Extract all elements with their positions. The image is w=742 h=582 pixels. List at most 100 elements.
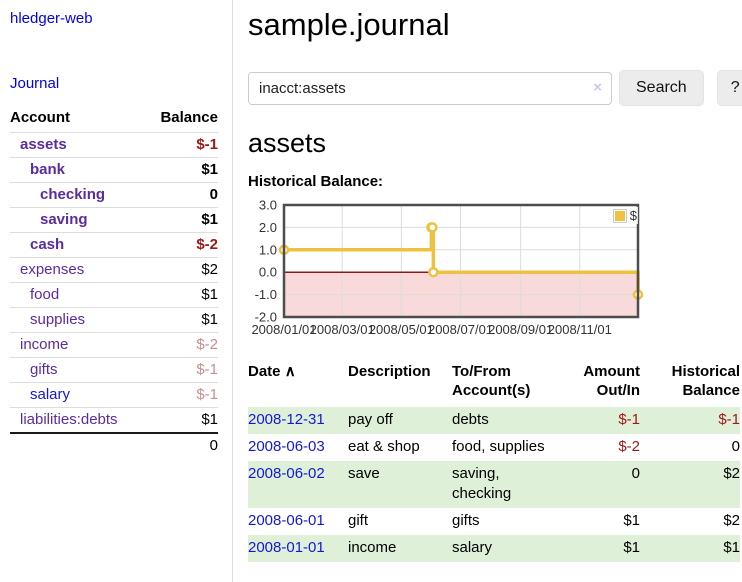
amount-column-header: Amount Out/In [583, 363, 640, 399]
transaction-amount: 0 [631, 465, 640, 482]
transaction-date-link[interactable]: 2008-12-31 [248, 411, 325, 428]
svg-text:3.0: 3.0 [259, 199, 277, 213]
transaction-amount: $1 [623, 512, 640, 529]
account-row: assets $-1 [10, 132, 218, 158]
account-row: saving $1 [10, 207, 218, 233]
accounts-header-row: Account Balance [10, 106, 218, 133]
account-balance: $1 [145, 282, 218, 308]
account-balance: $1 [145, 157, 218, 183]
account-balance: $-2 [145, 232, 218, 258]
chart-legend: $ [611, 207, 638, 224]
account-row: expenses $2 [10, 257, 218, 283]
search-input[interactable] [248, 71, 612, 105]
account-row: gifts $-1 [10, 357, 218, 383]
register-row: 2008-06-03 eat & shop food, supplies $-2 0 [248, 434, 740, 461]
transaction-amount: $-2 [618, 438, 640, 455]
account-link[interactable]: checking [40, 186, 106, 203]
svg-text:2008/03/01: 2008/03/01 [310, 322, 375, 337]
svg-text:2008/07/01: 2008/07/01 [428, 322, 493, 337]
account-row: cash $-2 [10, 232, 218, 258]
chart-title: Historical Balance: [248, 173, 384, 190]
transaction-balance: $1 [723, 539, 740, 556]
register-row: 2008-06-01 gift gifts $1 $2 [248, 508, 740, 535]
account-link[interactable]: expenses [20, 261, 85, 278]
account-heading: assets [248, 128, 327, 158]
help-button[interactable]: ? [716, 70, 742, 106]
transaction-description: gift [348, 512, 369, 529]
total-balance: 0 [10, 432, 218, 461]
date-column-header[interactable]: Date ∧ [248, 363, 296, 380]
search-bar: × Search ? [248, 70, 742, 106]
svg-text:-2.0: -2.0 [255, 310, 277, 325]
account-link[interactable]: cash [30, 236, 65, 253]
account-row: liabilities:debts $1 [10, 407, 218, 433]
transaction-balance: $2 [723, 512, 740, 529]
accounts-column-header: To/From Account(s) [452, 363, 531, 399]
svg-text:-1.0: -1.0 [255, 287, 277, 302]
transaction-accounts: food, supplies [452, 438, 545, 455]
account-balance: $1 [145, 207, 218, 233]
transaction-accounts: gifts [452, 512, 480, 529]
account-link[interactable]: liabilities:debts [20, 411, 118, 428]
app-title-link[interactable]: hledger-web [10, 10, 93, 27]
transaction-date-link[interactable]: 2008-06-02 [248, 465, 325, 482]
account-balance: $-1 [145, 132, 218, 158]
account-link[interactable]: food [30, 286, 60, 303]
account-link[interactable]: income [20, 336, 69, 353]
transaction-accounts: salary [452, 539, 493, 556]
svg-text:2.0: 2.0 [259, 220, 277, 235]
legend-swatch-icon [612, 208, 627, 223]
account-balance: 0 [145, 182, 218, 208]
account-row: bank $1 [10, 157, 218, 183]
transaction-description: save [348, 465, 380, 482]
account-row: food $1 [10, 282, 218, 308]
journal-link[interactable]: Journal [10, 75, 60, 92]
account-link[interactable]: gifts [30, 361, 58, 378]
transaction-balance: 0 [731, 438, 740, 455]
transaction-accounts: saving, checking [452, 465, 512, 502]
account-link[interactable]: supplies [30, 311, 86, 328]
account-row: salary $-1 [10, 382, 218, 408]
account-link[interactable]: assets [20, 136, 67, 153]
transaction-date-link[interactable]: 2008-06-03 [248, 438, 325, 455]
balance-column-header: Balance [160, 109, 218, 126]
accounts-table: Account Balance assets $-1 bank $1 checking 0… [10, 106, 218, 461]
transaction-balance: $2 [723, 465, 740, 482]
search-input-wrap: × [248, 71, 612, 105]
svg-text:0.0: 0.0 [259, 265, 277, 280]
transaction-description: pay off [348, 411, 393, 428]
transaction-date-link[interactable]: 2008-01-01 [248, 539, 325, 556]
balance-column-header: Historical Balance [671, 363, 740, 399]
svg-text:1.0: 1.0 [259, 242, 277, 257]
account-balance: $1 [145, 407, 218, 433]
clear-search-icon[interactable]: × [593, 78, 602, 96]
account-link[interactable]: saving [40, 211, 88, 228]
account-row: checking 0 [10, 182, 218, 208]
account-balance: $-1 [145, 382, 218, 408]
register-header-row: Date ∧ Description To/From Account(s) Am… [248, 360, 740, 407]
account-link[interactable]: salary [30, 386, 71, 403]
transaction-amount: $-1 [618, 411, 640, 428]
account-row: income $-2 [10, 332, 218, 358]
account-balance: $1 [145, 307, 218, 333]
account-column-header: Account [10, 109, 70, 126]
account-link[interactable]: bank [30, 161, 66, 178]
svg-text:2008/05/01: 2008/05/01 [369, 322, 434, 337]
main-content: sample.journal × Search ? assets Histori… [233, 0, 742, 582]
register-row: 2008-12-31 pay off debts $-1 $-1 [248, 407, 740, 434]
search-button[interactable]: Search [619, 70, 704, 106]
legend-series-label: $ [629, 208, 637, 223]
register-row: 2008-06-02 save saving, checking 0 $2 [248, 461, 740, 508]
transaction-balance: $-1 [718, 411, 740, 428]
account-row: supplies $1 [10, 307, 218, 333]
account-balance: $-1 [145, 357, 218, 383]
svg-text:2008/11/01: 2008/11/01 [548, 322, 612, 337]
chart-canvas: 3.0 2.0 1.0 0.0 -1.0 -2.02008/01/012008/03/01… [251, 199, 644, 337]
description-column-header: Description [348, 363, 431, 380]
svg-text:2008/09/01: 2008/09/01 [488, 322, 553, 337]
account-balance: $-2 [145, 332, 218, 358]
transaction-amount: $1 [623, 539, 640, 556]
transaction-date-link[interactable]: 2008-06-01 [248, 512, 325, 529]
transaction-description: income [348, 539, 397, 556]
